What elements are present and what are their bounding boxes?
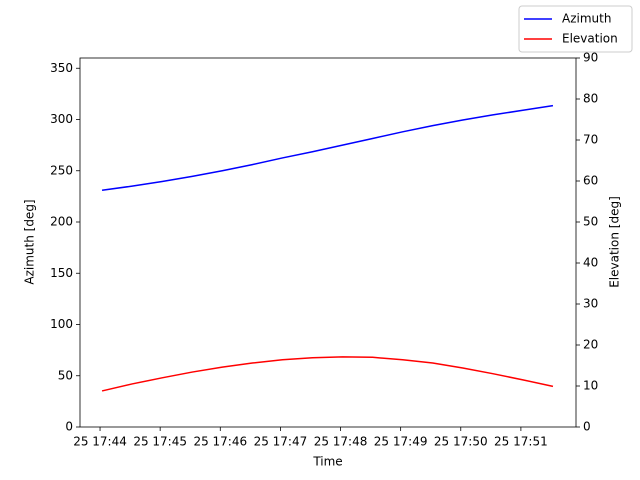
y-tick-label: 300 [50,112,73,126]
x-tick-label: 25 17:47 [254,435,308,449]
y2-tick-label: 0 [583,420,591,434]
y-axis-label: Azimuth [deg] [23,199,37,284]
x-tick-label: 25 17:51 [494,435,548,449]
plot-frame [79,57,577,428]
x-tick-label: 25 17:49 [374,435,428,449]
y2-tick-label: 70 [583,133,598,147]
y-tick-label: 350 [50,61,73,75]
y2-tick-label: 30 [583,297,598,311]
y-tick-label: 0 [65,420,73,434]
y-tick-label: 150 [50,266,73,280]
x-tick-label: 25 17:46 [193,435,247,449]
y2-tick-label: 80 [583,92,598,106]
data-line [101,104,554,191]
x-tick-label: 25 17:48 [314,435,368,449]
y2-tick-label: 60 [583,174,598,188]
y-tick-label: 50 [58,368,73,382]
data-line [101,356,554,392]
y-tick-label: 200 [50,215,73,229]
legend-box [518,5,633,53]
y2-tick-label: 20 [583,338,598,352]
y-tick-label: 250 [50,163,73,177]
y2-axis-label: Elevation [deg] [608,196,622,288]
y2-tick-label: 10 [583,379,598,393]
x-tick-label: 25 17:50 [434,435,488,449]
y2-tick-label: 90 [583,51,598,65]
y-tick-label: 100 [50,317,73,331]
y2-tick-label: 40 [583,256,598,270]
x-tick-label: 25 17:44 [73,435,127,449]
legend-label: Azimuth [562,12,611,26]
x-axis-label: Time [312,455,342,469]
x-tick-label: 25 17:45 [133,435,187,449]
y2-tick-label: 50 [583,215,598,229]
legend-label: Elevation [562,32,618,46]
